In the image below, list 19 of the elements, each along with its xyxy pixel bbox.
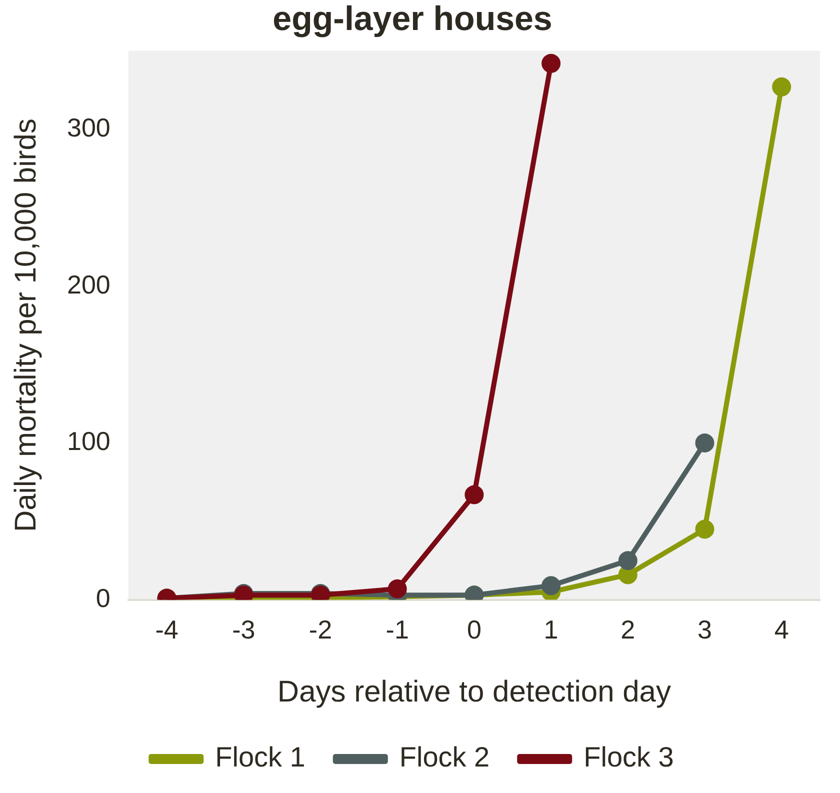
- y-tick-label: 100: [66, 426, 110, 456]
- x-tick-label: 2: [620, 614, 636, 645]
- legend-label: Flock 3: [584, 742, 674, 773]
- x-tick-label: -2: [308, 614, 332, 645]
- x-tick-label: 0: [466, 614, 482, 645]
- y-tick-label: 300: [66, 112, 110, 142]
- legend-label: Flock 2: [399, 742, 490, 773]
- chart-title: egg-layer houses: [272, 0, 552, 38]
- x-tick-label: -4: [155, 614, 178, 645]
- y-tick-label: 0: [96, 582, 110, 613]
- x-tick-label: -1: [386, 614, 409, 645]
- legend-label: Flock 1: [215, 742, 306, 773]
- y-axis-title: Daily mortality per 10,000 birds: [9, 118, 42, 532]
- x-tick-label: 3: [697, 614, 712, 645]
- y-tick-label: 200: [66, 269, 110, 300]
- x-axis-title: Days relative to detection day: [277, 675, 671, 708]
- x-tick-label: 4: [774, 614, 789, 645]
- x-tick-label: -3: [232, 614, 256, 645]
- x-tick-label: 1: [544, 614, 558, 645]
